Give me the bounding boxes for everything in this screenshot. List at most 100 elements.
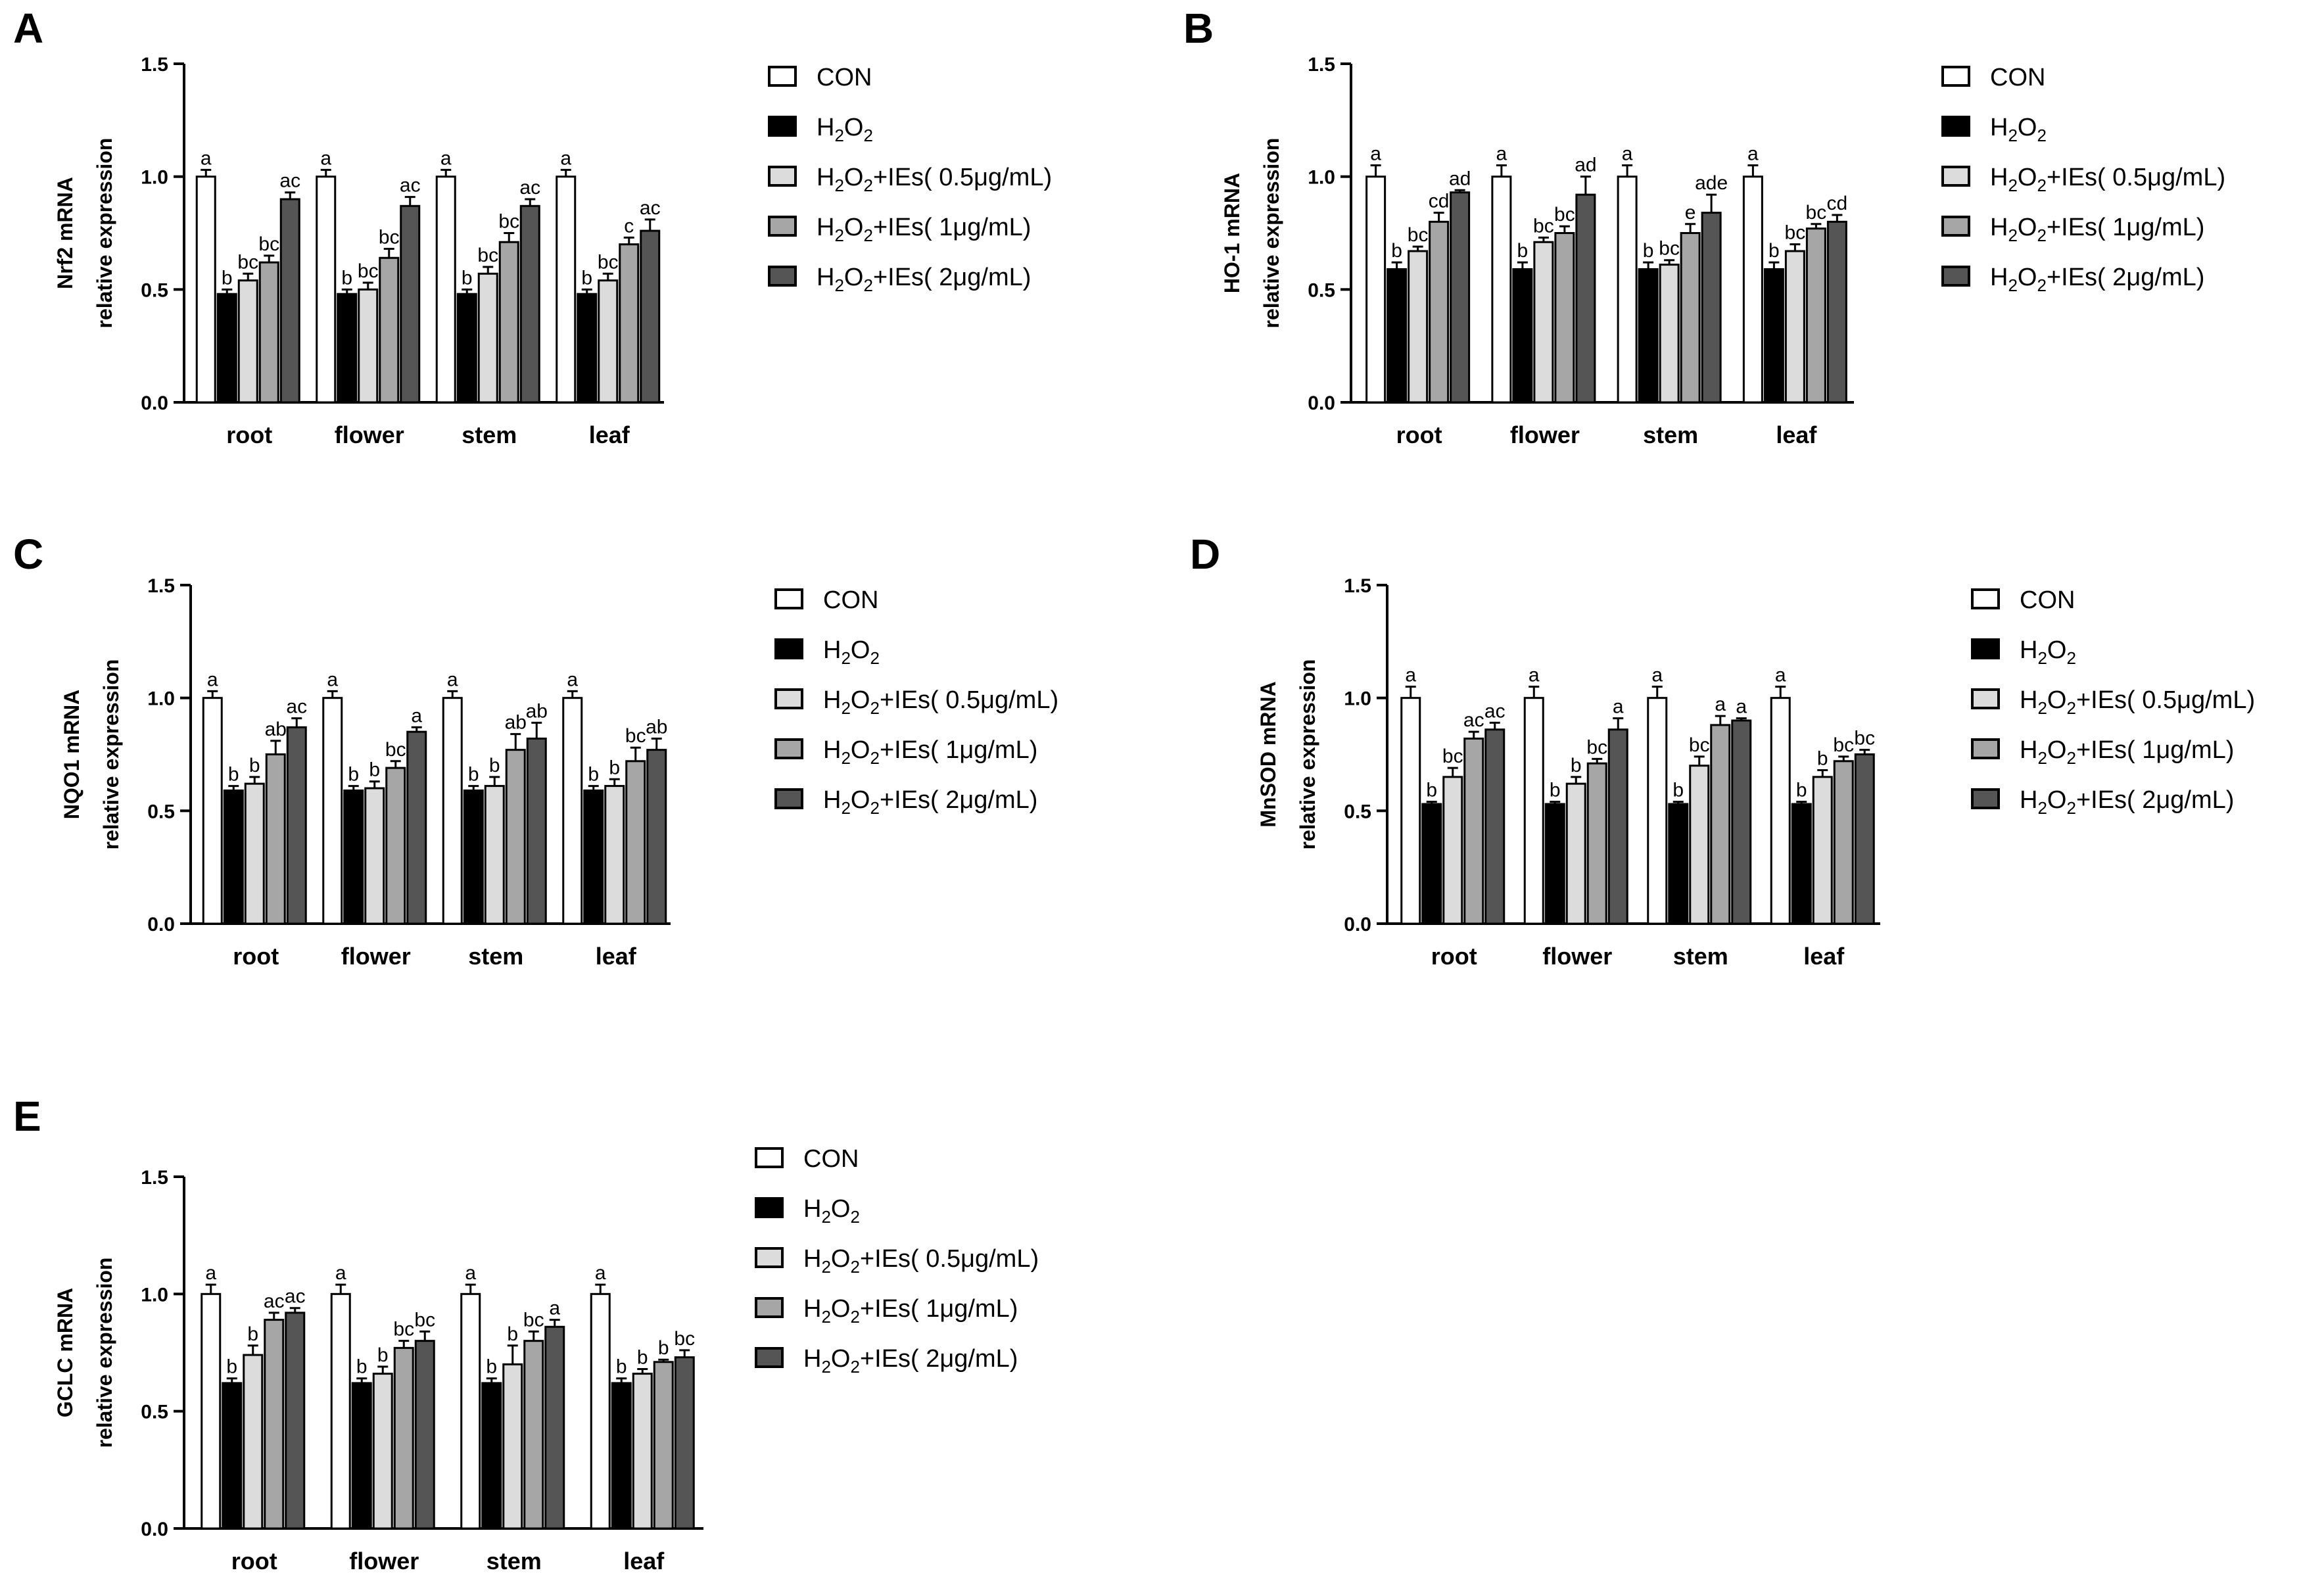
bar-stem-series-2: [1689, 765, 1710, 925]
bar-leaf-series-2: [1812, 776, 1833, 925]
bar-flower-series-0: [316, 176, 337, 404]
significance-label: b: [1550, 780, 1561, 801]
significance-label: a: [335, 1262, 346, 1284]
legend-swatch: [1941, 116, 1970, 137]
significance-label: bc: [598, 251, 619, 273]
significance-label: a: [201, 147, 212, 169]
bar-stem-series-2: [477, 272, 498, 404]
significance-label: a: [1529, 665, 1540, 686]
significance-label: b: [486, 1356, 497, 1378]
significance-label: b: [356, 1356, 368, 1378]
legend-swatch: [768, 166, 797, 187]
legend-entry: H2O2+IEs( 1μg/mL): [803, 1295, 1018, 1327]
y-axis-label-secondary: relative expression: [1260, 138, 1283, 329]
significance-label: a: [1613, 696, 1624, 718]
y-axis-label: Nrf2 mRNA: [53, 177, 77, 289]
bar-flower-series-0: [322, 697, 343, 925]
significance-label: cd: [1827, 193, 1848, 214]
bar-leaf-series-1: [577, 293, 598, 404]
legend-entry: H2O2: [823, 636, 880, 668]
bar-flower-series-0: [330, 1292, 351, 1530]
significance-label: ac: [279, 170, 300, 192]
bar-stem-series-0: [460, 1292, 481, 1530]
category-label: flower: [341, 943, 411, 970]
bar-stem-series-2: [1659, 264, 1680, 404]
significance-label: b: [507, 1323, 518, 1345]
y-tick-label: 0.0: [1308, 392, 1335, 414]
legend: CON H2O2 H2O2+IEs( 0.5μg/mL) H2O2+IEs( 1μg/…: [1971, 586, 2255, 818]
panel-d: D MnSOD mRNA relative expression 0.0 0.5 1.0 1…: [1190, 531, 2255, 970]
bar-flower-series-2: [372, 1373, 393, 1530]
bar-flower-series-1: [1512, 268, 1533, 404]
legend-swatch: [768, 266, 797, 287]
legend-entry: H2O2+IEs( 2μg/mL): [817, 264, 1031, 295]
panel-letter: A: [13, 5, 43, 52]
significance-label: a: [1405, 665, 1416, 686]
significance-label: b: [369, 759, 380, 781]
significance-label: a: [207, 669, 218, 690]
category-label: root: [1431, 943, 1477, 970]
y-axis-label: NQO1 mRNA: [60, 690, 83, 819]
bar-leaf-series-3: [653, 1361, 674, 1530]
significance-label: bc: [414, 1309, 435, 1331]
bar-stem-series-3: [1680, 232, 1701, 404]
significance-label: b: [581, 267, 592, 289]
bar-leaf-series-4: [646, 749, 667, 925]
bar-flower-series-2: [1565, 782, 1586, 925]
category-label: flower: [335, 421, 404, 448]
y-tick-label: 0.5: [141, 1402, 168, 1423]
significance-label: ac: [1484, 700, 1506, 722]
significance-label: bc: [237, 251, 258, 273]
bar-leaf-series-2: [632, 1373, 653, 1530]
significance-label: a: [1747, 143, 1759, 165]
significance-label: b: [1796, 780, 1807, 801]
legend-entry: H2O2: [2020, 636, 2076, 668]
y-tick-label: 1.5: [1344, 575, 1371, 597]
significance-label: b: [489, 755, 500, 776]
bar-leaf-series-3: [1833, 760, 1854, 925]
bar-stem-series-1: [1638, 268, 1659, 404]
legend-swatch: [755, 1247, 784, 1268]
significance-label: b: [462, 267, 473, 289]
legend-swatch: [774, 638, 803, 659]
legend-entry: H2O2+IEs( 1μg/mL): [823, 736, 1037, 768]
legend-swatch: [1941, 266, 1970, 287]
bar-root-series-3: [1463, 737, 1484, 925]
legend-entry: H2O2+IEs( 0.5μg/mL): [823, 686, 1058, 718]
significance-label: bc: [1689, 734, 1710, 756]
bar-stem-series-1: [456, 293, 477, 404]
significance-label: a: [1736, 696, 1747, 718]
significance-label: bc: [258, 233, 279, 255]
legend-swatch: [768, 66, 797, 87]
significance-label: b: [588, 764, 599, 786]
significance-label: a: [440, 147, 452, 169]
bar-root-series-0: [195, 176, 216, 404]
significance-label: a: [1651, 665, 1663, 686]
legend-entry: H2O2+IEs( 2μg/mL): [823, 786, 1037, 818]
bar-leaf-series-3: [625, 760, 646, 925]
legend-swatch: [1941, 166, 1970, 187]
bar-flower-series-4: [414, 1340, 435, 1530]
bar-leaf-series-0: [590, 1292, 611, 1530]
bar-leaf-series-3: [619, 243, 640, 404]
bar-leaf-series-4: [674, 1356, 695, 1530]
significance-label: cd: [1429, 191, 1450, 212]
bar-root-series-1: [1387, 268, 1408, 404]
y-axis-label: MnSOD mRNA: [1256, 681, 1280, 827]
significance-label: b: [1426, 780, 1437, 801]
y-tick-label: 0.5: [147, 801, 175, 822]
legend: CON H2O2 H2O2+IEs( 0.5μg/mL) H2O2+IEs( 1μg/…: [1941, 64, 2225, 295]
legend-entry: H2O2: [1990, 114, 2047, 145]
bar-flower-series-0: [1523, 697, 1544, 925]
significance-label: b: [1571, 755, 1582, 776]
significance-label: b: [468, 764, 479, 786]
y-tick-label: 0.5: [141, 279, 168, 301]
significance-label: b: [658, 1337, 669, 1359]
significance-label: b: [226, 1356, 237, 1378]
bar-root-series-4: [286, 726, 307, 925]
bar-leaf-series-4: [1854, 753, 1875, 925]
bar-root-series-4: [1450, 191, 1471, 404]
bar-root-series-2: [1408, 250, 1429, 404]
bar-flower-series-3: [379, 256, 400, 404]
significance-label: b: [348, 764, 359, 786]
